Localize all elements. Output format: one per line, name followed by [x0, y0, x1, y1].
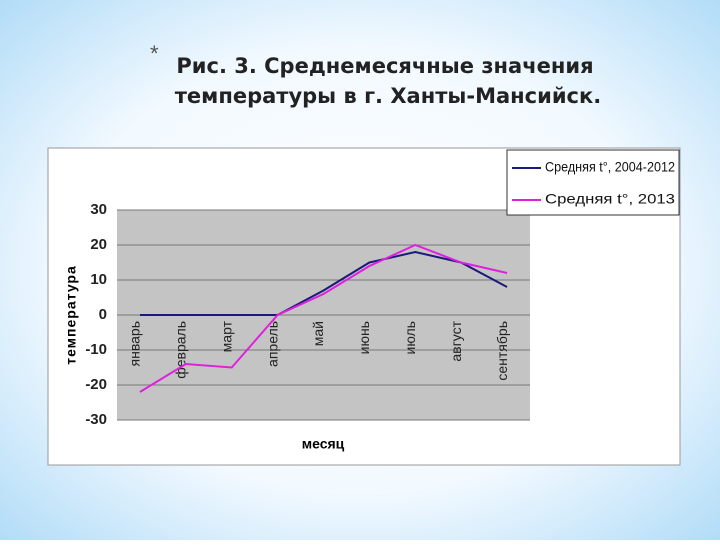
y-tick-label: -30: [85, 411, 107, 428]
legend-box: [506, 149, 680, 216]
x-tick-label: сентябрь: [494, 321, 510, 381]
data-line: [139, 243, 508, 393]
x-tick-label: июнь: [356, 321, 372, 354]
y-tick-label: -10: [85, 341, 107, 358]
x-tick-label: август: [448, 320, 464, 361]
data-line: [139, 250, 508, 316]
x-tick-label: апрель: [264, 321, 280, 367]
title-line: Рис. 3. Среднемесячные значения: [176, 54, 593, 78]
x-tick-label: июль: [402, 321, 418, 354]
bullet: *: [150, 41, 159, 66]
x-tick-label: январь: [127, 321, 143, 366]
y-axis-label: температура: [63, 265, 79, 365]
y-tick-label: 10: [90, 271, 107, 288]
y-tick-label: 0: [99, 306, 107, 323]
x-tick-label: май: [310, 321, 326, 346]
y-tick-label: -20: [85, 376, 107, 393]
y-tick-label: 30: [90, 201, 107, 218]
title-line: температуры в г. Ханты-Мансийск.: [175, 84, 601, 108]
x-tick-label: март: [218, 320, 234, 352]
x-axis-label: месяц: [302, 436, 345, 452]
legend-label: Средняя t°, 2013: [545, 191, 675, 207]
y-tick-label: 20: [90, 236, 107, 253]
legend-label: Средняя t°, 2004-2012: [545, 159, 675, 175]
